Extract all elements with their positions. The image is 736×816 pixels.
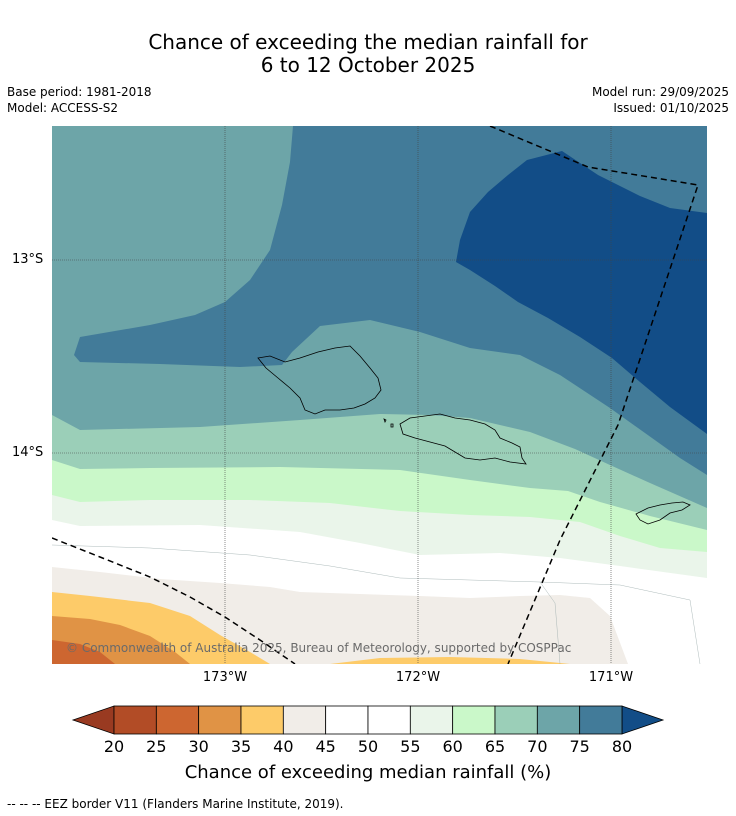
contour-lines — [52, 544, 701, 664]
colorbar-segment — [494, 705, 538, 735]
colorbar-tick-label: 80 — [611, 737, 633, 756]
meta-right: Model run: 29/09/2025 Issued: 01/10/2025 — [592, 84, 729, 116]
lon-label-171w: 171°W — [588, 670, 634, 685]
contour-fields — [52, 126, 707, 664]
lat-label-13s: 13°S — [12, 252, 44, 267]
band-80-plus — [456, 151, 707, 434]
lon-label-172w: 172°W — [395, 670, 441, 685]
colorbar-segment — [452, 705, 496, 735]
title-line-2: 6 to 12 October 2025 — [260, 53, 476, 77]
savaii-island — [257, 345, 382, 415]
colorbar-tick-label: 70 — [527, 737, 548, 756]
colorbar-segment — [240, 705, 284, 735]
issued-date: Issued: 01/10/2025 — [613, 101, 729, 115]
colorbar-segment — [579, 705, 623, 735]
upolu-island — [399, 413, 527, 465]
chart-title: Chance of exceeding the median rainfall … — [0, 31, 736, 77]
colorbar-segment — [367, 705, 411, 735]
eez-border — [52, 126, 699, 664]
model-name: Model: ACCESS-S2 — [7, 101, 119, 115]
meta-left: Base period: 1981-2018 Model: ACCESS-S2 — [7, 84, 152, 116]
model-run: Model run: 29/09/2025 — [591, 85, 729, 99]
colorbar-tick-label: 35 — [230, 737, 252, 756]
colorbar-segment — [282, 705, 327, 735]
colorbar-under-arrow — [71, 705, 115, 735]
colorbar-tick-label: 75 — [569, 737, 590, 756]
lon-label-173w: 173°W — [202, 670, 248, 685]
colorbar-segment — [536, 705, 581, 735]
base-period: Base period: 1981-2018 — [7, 85, 152, 99]
band-25-30 — [52, 640, 115, 664]
colorbar-label: Chance of exceeding median rainfall (%) — [184, 762, 552, 783]
colorbar-tick-label: 45 — [315, 737, 336, 756]
colorbar-segment — [155, 705, 200, 735]
colorbar-tick-label: 65 — [484, 737, 506, 756]
colorbar-segment — [198, 705, 242, 735]
colorbar-tick-label: 50 — [357, 737, 379, 756]
colorbar-segment — [113, 705, 157, 735]
tutuila-island — [635, 501, 691, 525]
colorbar-segment — [409, 705, 454, 735]
manono-island — [383, 418, 387, 424]
band-35-40-south — [330, 657, 570, 664]
colorbar-tick-label: 30 — [188, 737, 209, 756]
colorbar-tick-label: 20 — [103, 737, 125, 756]
copyright-notice: © Commonwealth of Australia 2025, Bureau… — [66, 641, 572, 655]
title-line-1: Chance of exceeding the median rainfall … — [148, 30, 588, 54]
gridlines — [52, 126, 707, 664]
islands — [257, 345, 691, 525]
colorbar-tick-label: 60 — [442, 737, 463, 756]
colorbar-tick-label: 25 — [146, 737, 167, 756]
colorbar-tick-label: 55 — [400, 737, 421, 756]
colorbar-over-arrow — [621, 705, 665, 735]
colorbar-tick-label: 40 — [273, 737, 294, 756]
apolima-island — [390, 423, 394, 428]
lat-label-14s: 14°S — [12, 445, 44, 460]
colorbar-segment — [325, 705, 369, 735]
eez-footnote: -- -- -- EEZ border V11 (Flanders Marine… — [7, 797, 344, 811]
